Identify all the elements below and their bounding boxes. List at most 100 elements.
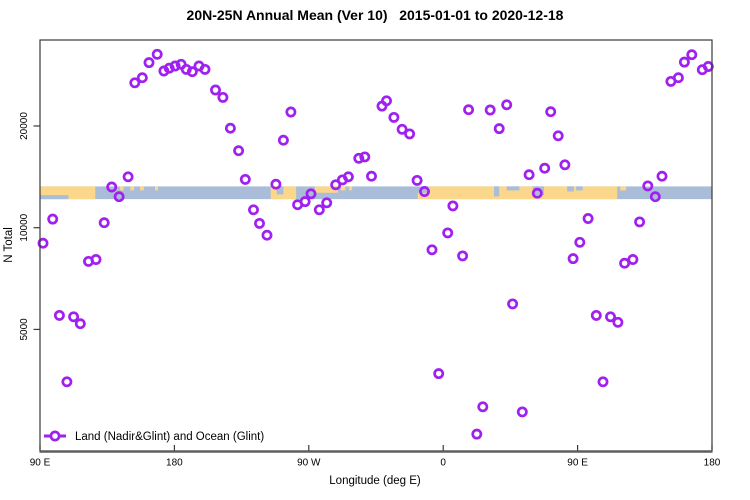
data-point	[277, 134, 289, 146]
data-point	[217, 91, 229, 103]
legend-label: Land (Nadir&Glint) and Ocean (Glint)	[75, 431, 264, 443]
data-point	[47, 213, 59, 225]
map-strip-land	[349, 186, 353, 191]
data-point	[305, 188, 317, 200]
data-point	[597, 376, 609, 388]
data-point	[261, 229, 273, 241]
data-point	[559, 159, 571, 171]
data-point	[224, 122, 236, 134]
data-point	[411, 174, 423, 186]
x-tick-label: 0	[440, 458, 446, 469]
data-point	[186, 66, 198, 78]
data-point	[122, 171, 134, 183]
data-point	[605, 311, 616, 323]
data-point	[419, 186, 430, 197]
map-strip-ocean-notch	[276, 186, 284, 195]
data-point	[582, 213, 594, 224]
data-point	[552, 130, 564, 142]
data-point	[463, 104, 475, 116]
data-point	[404, 128, 416, 140]
x-tick-label: 90 E	[567, 458, 588, 469]
data-point	[477, 401, 489, 413]
data-point	[656, 170, 668, 182]
data-point	[163, 62, 175, 74]
plot-frame	[39, 39, 713, 453]
data-point	[53, 309, 65, 321]
data-point	[634, 216, 646, 228]
data-point	[353, 152, 365, 164]
data-point	[313, 204, 325, 216]
map-strip-land	[119, 186, 124, 191]
data-point	[574, 236, 586, 248]
data-point	[433, 368, 445, 380]
data-point	[151, 48, 163, 60]
map-strip-land	[428, 186, 618, 200]
x-axis-label: Longitude (deg E)	[329, 475, 421, 487]
y-tick-label: 20000	[19, 112, 30, 140]
data-point	[702, 61, 714, 72]
y-axis-label: N Total	[3, 227, 15, 263]
data-point	[106, 181, 118, 193]
data-point	[299, 196, 311, 208]
data-point	[98, 217, 110, 229]
data-point	[590, 309, 602, 321]
map-strip-land	[140, 186, 144, 191]
map-strip-ocean-notch	[576, 186, 583, 191]
data-point	[68, 311, 80, 323]
map-strip-ocean-notch	[532, 186, 544, 196]
x-tick-label: 90 W	[297, 458, 321, 469]
data-point	[447, 200, 459, 212]
map-strip-ocean-notch	[567, 186, 574, 192]
data-point	[359, 151, 371, 163]
x-tick-label: 180	[704, 458, 721, 469]
data-point	[74, 318, 86, 330]
map-strip-land	[130, 186, 135, 191]
data-point	[169, 60, 181, 72]
data-point	[471, 428, 483, 440]
data-point	[129, 77, 141, 89]
data-point	[531, 187, 543, 199]
data-point	[90, 254, 102, 265]
data-point	[239, 173, 251, 185]
data-point	[210, 84, 221, 96]
data-point	[672, 72, 684, 84]
data-point	[233, 145, 245, 157]
data-point	[366, 170, 377, 182]
data-point	[649, 191, 661, 203]
data-point	[442, 227, 454, 239]
data-point	[321, 197, 333, 209]
data-point	[37, 237, 49, 249]
data-point	[143, 57, 155, 69]
x-tick-label: 180	[166, 458, 183, 469]
data-point	[396, 123, 408, 135]
data-point	[619, 257, 631, 269]
data-point	[342, 171, 354, 183]
map-strip-land	[154, 186, 158, 191]
data-point	[516, 406, 528, 418]
data-point	[330, 179, 342, 191]
data-point	[567, 253, 579, 265]
map-strip-land	[314, 186, 338, 193]
y-tick-label: 10000	[19, 213, 30, 241]
data-point	[270, 178, 282, 190]
data-point	[539, 162, 551, 174]
data-point	[678, 56, 690, 68]
data-point	[285, 106, 297, 118]
data-point	[426, 244, 438, 256]
y-tick-label: 5000	[19, 318, 30, 341]
data-point	[507, 298, 519, 310]
map-strip-ocean-notch	[506, 186, 520, 191]
data-point	[523, 169, 535, 181]
data-point	[484, 104, 496, 116]
map-strip-land	[340, 186, 346, 191]
data-point	[254, 217, 265, 229]
map-strip-ocean-notch	[493, 186, 500, 197]
legend-marker	[49, 430, 61, 442]
chart-title: 20N-25N Annual Mean (Ver 10) 2015-01-01 …	[186, 7, 564, 23]
data-point	[686, 49, 698, 61]
data-point	[61, 376, 73, 388]
data-point	[545, 106, 557, 118]
data-point	[501, 99, 513, 111]
